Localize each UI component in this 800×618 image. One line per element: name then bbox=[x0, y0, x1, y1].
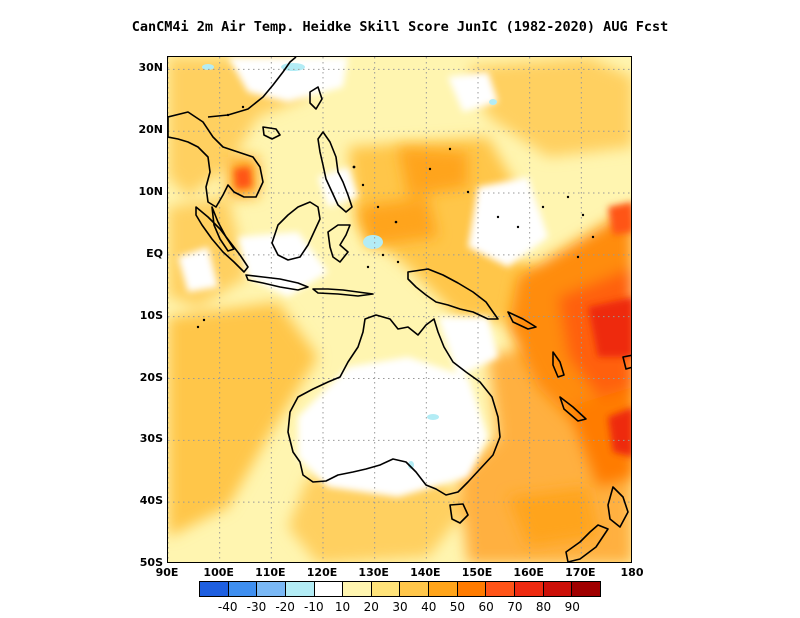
color-scale-swatch bbox=[285, 582, 315, 596]
lon-tick-label: 160E bbox=[513, 566, 544, 579]
lat-tick-label: 20N bbox=[138, 123, 163, 137]
color-scale-swatch bbox=[257, 582, 286, 596]
lat-tick-label: 10S bbox=[139, 308, 163, 322]
color-scale-swatch bbox=[371, 582, 401, 596]
peak-skill-regions bbox=[234, 167, 631, 457]
color-scale-label: 80 bbox=[535, 600, 552, 614]
color-scale-swatch bbox=[343, 582, 372, 596]
color-scale-swatch bbox=[200, 582, 229, 596]
lat-tick-label: 20S bbox=[139, 370, 163, 384]
color-scale-swatch bbox=[486, 582, 516, 596]
map-plot-area bbox=[167, 56, 632, 563]
low-skill-regions bbox=[178, 57, 548, 497]
lon-tick-label: 120E bbox=[306, 566, 338, 579]
lon-tick-label: 100E bbox=[203, 566, 234, 579]
lon-tick-label: 90E bbox=[155, 566, 179, 579]
color-scale-swatch bbox=[457, 582, 487, 596]
lat-tick-label: 50S bbox=[139, 556, 163, 569]
lon-tick-label: 180 bbox=[620, 566, 644, 579]
color-scale-label: -20 bbox=[275, 600, 295, 614]
color-scale-swatch bbox=[314, 582, 344, 596]
color-scale-label: 50 bbox=[449, 600, 466, 614]
color-scale-label: -10 bbox=[304, 600, 324, 614]
color-scale-swatch bbox=[429, 582, 458, 596]
color-scale-label: 30 bbox=[392, 600, 408, 614]
lon-tick-label: 170E bbox=[565, 566, 596, 579]
lon-tick-label: 140E bbox=[410, 566, 441, 579]
coastlines bbox=[168, 57, 631, 562]
color-scale-label: 70 bbox=[507, 600, 523, 614]
color-scale-swatch bbox=[572, 582, 600, 596]
skill-score-map bbox=[168, 57, 631, 562]
color-scale-swatch bbox=[515, 582, 544, 596]
color-scale-label: -40 bbox=[217, 600, 238, 614]
color-scale-bar bbox=[199, 581, 601, 597]
lat-tick-label: 10N bbox=[138, 185, 163, 199]
island-dots bbox=[196, 105, 595, 329]
lon-tick-label: 110E bbox=[255, 566, 286, 579]
color-scale-label: 20 bbox=[363, 600, 379, 614]
color-scale-label: 90 bbox=[564, 600, 580, 614]
lat-tick-label: 40S bbox=[139, 494, 163, 508]
lon-tick-label: 150E bbox=[461, 566, 493, 579]
lat-tick-label: EQ bbox=[146, 246, 163, 260]
color-scale-swatch bbox=[228, 582, 258, 596]
map-title: CanCM4i 2m Air Temp. Heidke Skill Score … bbox=[131, 19, 669, 35]
color-scale-label: 10 bbox=[334, 600, 351, 614]
color-scale-label: 60 bbox=[478, 600, 494, 614]
color-scale-swatch bbox=[400, 582, 430, 596]
lon-tick-label: 130E bbox=[358, 566, 389, 579]
color-scale-swatch bbox=[543, 582, 573, 596]
color-scale-label: 40 bbox=[421, 600, 437, 614]
lat-tick-label: 30S bbox=[139, 432, 163, 446]
lat-tick-label: 30N bbox=[138, 61, 163, 75]
color-scale-label: -30 bbox=[246, 600, 267, 614]
